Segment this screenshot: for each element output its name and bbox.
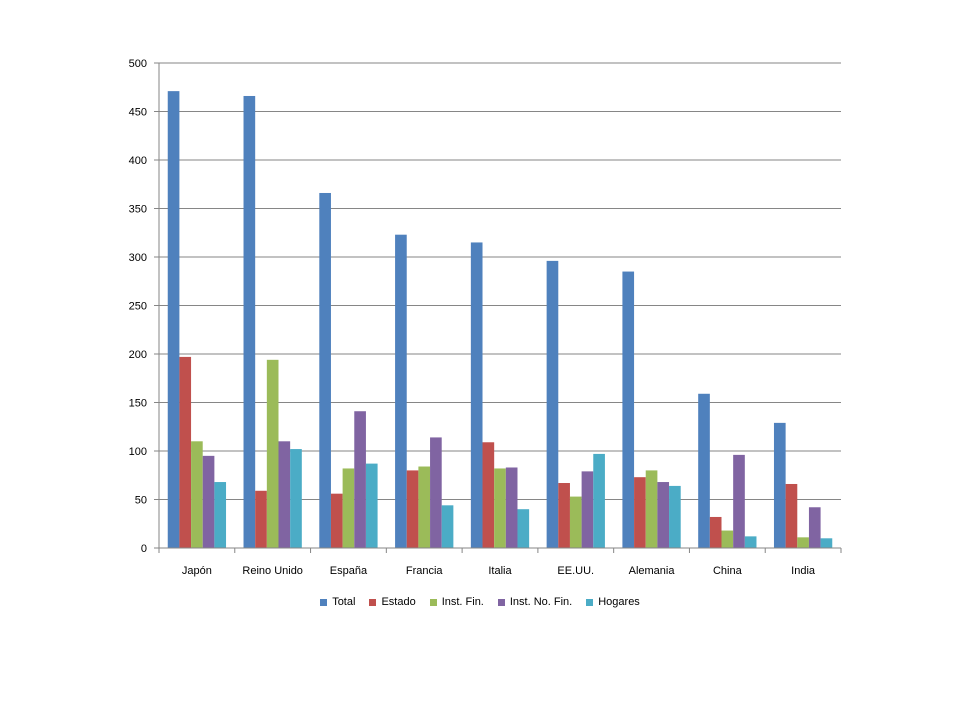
legend-swatch-inst-fin [429, 598, 437, 606]
y-tick-label: 450 [129, 107, 147, 119]
legend-item-inst-no-fin: Inst. No. Fin. [497, 596, 573, 608]
bar-inst-fin-alemania [645, 470, 658, 548]
legend: Total Estado Inst. Fin. Inst. No. Fin. H… [0, 596, 960, 608]
y-tick-label: 250 [129, 301, 147, 313]
bar-estado-jap-n [179, 356, 192, 548]
x-tick-label: EE.UU. [557, 565, 594, 577]
legend-swatch-estado [369, 598, 377, 606]
bar-inst-fin-india [797, 537, 809, 548]
x-tick-labels: Japón Reino Unido España Francia Italia EE.UU… [182, 565, 816, 577]
y-tick-labels: 0 50 100 150 200 250 300 350 400 450 500 [129, 58, 147, 555]
bar-total-espa-a [319, 192, 331, 549]
y-tick-label: 50 [135, 495, 147, 507]
legend-item-total: Total [320, 596, 355, 608]
bar-hogares-alemania [669, 485, 681, 548]
y-tick-label: 400 [129, 155, 147, 167]
x-tick-label: China [713, 565, 743, 577]
bar-estado-francia [406, 470, 419, 548]
x-tick-label: Alemania [629, 565, 676, 577]
legend-swatch-total [320, 598, 328, 606]
y-tick-label: 150 [129, 398, 147, 410]
legend-label-hogares: Hogares [598, 596, 640, 608]
legend-label-inst-fin: Inst. Fin. [441, 596, 484, 608]
x-tick-label: Italia [488, 565, 512, 577]
y-tick-label: 350 [129, 204, 147, 216]
bar-inst-fin-italia [494, 468, 506, 548]
bar-total-ee-uu [546, 260, 559, 548]
bar-inst-no-fin-francia [430, 437, 442, 548]
axes [154, 62, 842, 553]
y-tick-label: 200 [129, 349, 147, 361]
bar-total-italia [470, 242, 483, 548]
bar-inst-no-fin-china [733, 454, 745, 548]
bar-hogares-india [820, 538, 833, 548]
y-tick-label: 500 [129, 58, 147, 70]
legend-swatch-hogares [586, 598, 594, 606]
bar-inst-fin-ee-uu [569, 496, 582, 548]
bar-total-francia [395, 234, 407, 548]
bar-inst-fin-jap-n [191, 441, 203, 548]
bar-estado-china [709, 516, 722, 548]
bar-estado-espa-a [330, 493, 343, 548]
bar-inst-no-fin-reino-unido [278, 441, 291, 548]
y-tick-label: 300 [129, 252, 147, 264]
legend-label-total: Total [332, 596, 356, 608]
bar-inst-no-fin-alemania [657, 482, 670, 548]
bar-inst-no-fin-india [808, 507, 821, 548]
legend-swatch-inst-no-fin [497, 598, 505, 606]
bar-inst-no-fin-italia [505, 467, 518, 548]
bar-total-alemania [622, 271, 635, 548]
bar-inst-fin-reino-unido [266, 359, 279, 548]
legend-label-estado: Estado [381, 596, 416, 608]
bar-estado-reino-unido [255, 490, 267, 548]
bar-total-india [773, 422, 786, 548]
bar-inst-no-fin-espa-a [354, 411, 366, 548]
bar-total-reino-unido [243, 95, 256, 548]
x-tick-label: España [330, 565, 368, 577]
y-tick-label: 0 [141, 543, 147, 555]
gridlines [159, 62, 841, 500]
bar-estado-ee-uu [558, 483, 570, 548]
bars [167, 91, 833, 549]
x-tick-label: Japón [182, 565, 212, 577]
x-tick-label: India [791, 565, 816, 577]
bar-estado-alemania [634, 477, 646, 548]
bar-hogares-reino-unido [290, 449, 302, 548]
bar-estado-india [785, 483, 798, 548]
bar-hogares-ee-uu [593, 453, 605, 548]
legend-item-estado: Estado [369, 596, 416, 608]
bar-hogares-francia [441, 505, 454, 548]
legend-item-hogares: Hogares [586, 596, 640, 608]
legend-label-inst-no-fin: Inst. No. Fin. [509, 596, 573, 608]
bar-inst-fin-espa-a [342, 468, 355, 548]
y-tick-label: 100 [129, 446, 147, 458]
bar-inst-fin-china [721, 530, 734, 548]
bar-hogares-italia [517, 509, 530, 548]
bar-hogares-espa-a [365, 463, 378, 548]
bar-inst-fin-francia [418, 466, 431, 548]
bar-hogares-china [744, 536, 757, 548]
bar-total-jap-n [167, 91, 180, 548]
x-tick-label: Reino Unido [242, 565, 303, 577]
x-tick-label: Francia [406, 565, 444, 577]
bar-estado-italia [482, 442, 495, 548]
legend-item-inst-fin: Inst. Fin. [429, 596, 484, 608]
bar-hogares-jap-n [214, 482, 227, 548]
bar-inst-no-fin-jap-n [202, 455, 215, 548]
bar-inst-no-fin-ee-uu [581, 471, 594, 548]
bar-total-china [698, 393, 710, 548]
